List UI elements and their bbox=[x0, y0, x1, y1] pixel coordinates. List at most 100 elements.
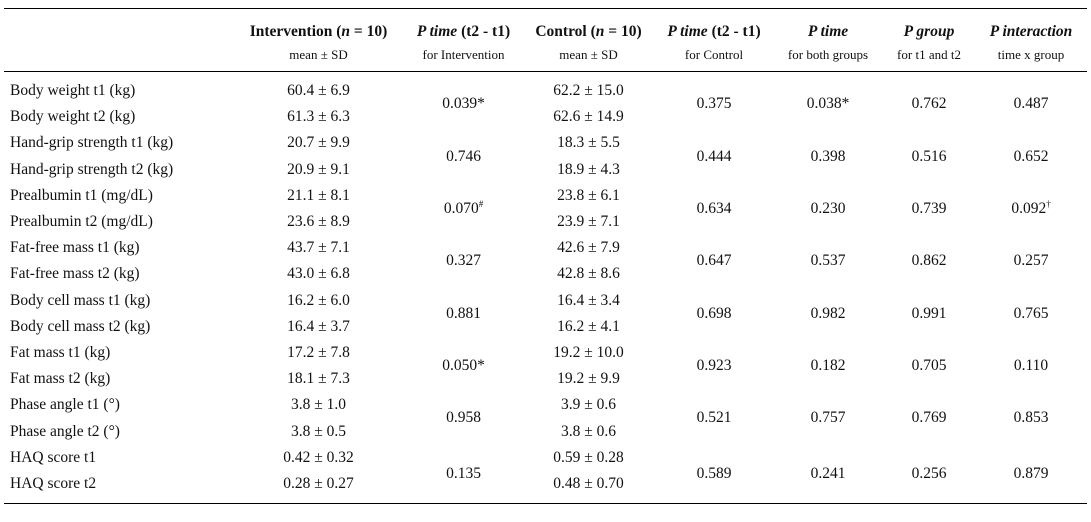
p-value: 0.375 bbox=[696, 95, 732, 113]
p-value: 0.230 bbox=[810, 199, 846, 217]
table-row: HAQ score t1 0.42 ± 0.32 0.135 0.59 ± 0.28 0… bbox=[4, 445, 1087, 482]
p-value: 0.444 bbox=[696, 147, 732, 165]
control-value: 19.2 ± 9.9 bbox=[557, 370, 620, 388]
column-header: P time (t2 - t1) for Control bbox=[655, 8, 773, 72]
title-part: = 10) bbox=[350, 23, 388, 40]
table-row: Hand-grip strength t1 (kg) 20.7 ± 9.9 0.74… bbox=[4, 130, 1087, 164]
table-body: Body weight t1 (kg) 60.4 ± 6.9 0.039* 62.2 … bbox=[4, 72, 1087, 504]
intervention-value: 43.0 ± 6.8 bbox=[287, 265, 350, 283]
column-title: Intervention (n = 10) bbox=[232, 23, 405, 41]
p-value: 0.769 bbox=[911, 409, 947, 427]
control-value: 0.59 ± 0.28 bbox=[553, 448, 624, 466]
column-title: P time (t2 - t1) bbox=[655, 23, 773, 41]
table-row: Phase angle t1 (°) 3.8 ± 1.0 0.958 3.9 ± 0.… bbox=[4, 392, 1087, 426]
title-part: P interaction bbox=[989, 23, 1073, 40]
control-value: 19.2 ± 10.0 bbox=[553, 343, 624, 361]
p-value: 0.135 bbox=[446, 464, 481, 482]
p-value: 0.241 bbox=[810, 464, 846, 482]
control-value: 62.2 ± 15.0 bbox=[553, 82, 624, 100]
title-part: Control ( bbox=[535, 23, 596, 40]
p-value: 0.257 bbox=[1013, 252, 1049, 270]
row-label: Body weight t2 (kg) bbox=[10, 108, 136, 126]
title-part: P time bbox=[667, 23, 708, 40]
p-value: 0.705 bbox=[911, 357, 947, 375]
p-value: 0.537 bbox=[810, 252, 846, 270]
intervention-value: 43.7 ± 7.1 bbox=[287, 239, 350, 257]
column-subtitle: for both groups bbox=[787, 47, 869, 62]
row-label: Fat mass t1 (kg) bbox=[10, 343, 111, 361]
table-row: Body weight t2 (kg) 61.3 ± 6.3 62.6 ± 14.9 bbox=[4, 104, 1087, 130]
p-value: 0.739 bbox=[911, 199, 947, 217]
table-row: Body cell mass t2 (kg) 16.4 ± 3.7 16.2 ± 4… bbox=[4, 314, 1087, 340]
row-label: Prealbumin t2 (mg/dL) bbox=[10, 213, 153, 231]
control-value: 16.2 ± 4.1 bbox=[557, 317, 620, 335]
row-label: Phase angle t1 (°) bbox=[10, 396, 120, 414]
p-value: 0.647 bbox=[696, 252, 732, 270]
title-part: P group bbox=[903, 23, 955, 40]
column-title: Control (n = 10) bbox=[522, 23, 655, 41]
control-value: 62.6 ± 14.9 bbox=[553, 108, 624, 126]
control-value: 42.6 ± 7.9 bbox=[557, 239, 620, 257]
column-subtitle: time x group bbox=[997, 47, 1065, 62]
p-value: 0.398 bbox=[810, 147, 846, 165]
intervention-value: 0.28 ± 0.27 bbox=[283, 474, 354, 492]
p-value: 0.698 bbox=[696, 304, 732, 322]
p-value: 0.746 bbox=[446, 147, 481, 165]
column-header: P time (t2 - t1) for Intervention bbox=[405, 8, 522, 72]
p-value-text: 0.070 bbox=[443, 200, 479, 218]
title-part: P time bbox=[416, 23, 458, 40]
column-header: Control (n = 10) mean ± SD bbox=[522, 8, 655, 72]
column-header: Intervention (n = 10) mean ± SD bbox=[232, 8, 405, 72]
row-label: Prealbumin t1 (mg/dL) bbox=[10, 186, 153, 204]
control-value: 23.9 ± 7.1 bbox=[557, 213, 620, 231]
p-value: 0.050* bbox=[442, 357, 485, 375]
control-value: 16.4 ± 3.4 bbox=[557, 291, 620, 309]
intervention-value: 61.3 ± 6.3 bbox=[287, 108, 350, 126]
intervention-value: 16.2 ± 6.0 bbox=[287, 291, 350, 309]
intervention-value: 21.1 ± 8.1 bbox=[287, 186, 350, 204]
intervention-value: 17.2 ± 7.8 bbox=[287, 343, 350, 361]
table-row: Fat-free mass t1 (kg) 43.7 ± 7.1 0.327 42.6… bbox=[4, 235, 1087, 269]
intervention-value: 16.4 ± 3.7 bbox=[287, 317, 350, 335]
column-subtitle: mean ± SD bbox=[559, 47, 618, 62]
title-part: n bbox=[595, 23, 605, 40]
header-cell bbox=[4, 8, 232, 72]
p-value: 0.958 bbox=[446, 409, 481, 427]
p-value: 0.092† bbox=[975, 183, 1087, 235]
intervention-value: 3.8 ± 1.0 bbox=[290, 396, 346, 414]
p-value: 0.765 bbox=[1013, 304, 1049, 322]
title-part: (t2 - t1) bbox=[707, 23, 761, 40]
p-value: 0.110 bbox=[1013, 357, 1049, 375]
table-row: Fat mass t2 (kg) 18.1 ± 7.3 19.2 ± 9.9 bbox=[4, 366, 1087, 392]
title-part: (t2 - t1) bbox=[457, 23, 511, 40]
p-value: 0.991 bbox=[911, 304, 947, 322]
table-row: Prealbumin t2 (mg/dL) 23.6 ± 8.9 23.9 ± 7.… bbox=[4, 209, 1087, 235]
column-title: P interaction bbox=[975, 23, 1087, 41]
table-head: Intervention (n = 10) mean ± SD P time (t2… bbox=[4, 8, 1087, 72]
p-value: 0.881 bbox=[446, 304, 481, 322]
intervention-value: 20.9 ± 9.1 bbox=[287, 160, 350, 178]
column-subtitle: for Intervention bbox=[422, 47, 505, 62]
p-value: 0.853 bbox=[1013, 409, 1049, 427]
p-value: 0.039* bbox=[442, 95, 485, 113]
title-part: Intervention ( bbox=[249, 23, 342, 40]
control-value: 42.8 ± 8.6 bbox=[557, 265, 620, 283]
table-row: Body weight t1 (kg) 60.4 ± 6.9 0.039* 62.2 … bbox=[4, 72, 1087, 112]
intervention-value: 20.7 ± 9.9 bbox=[287, 134, 350, 152]
control-value: 23.8 ± 6.1 bbox=[557, 186, 620, 204]
p-value: 0.070# bbox=[405, 183, 522, 235]
p-value: 0.182 bbox=[810, 357, 846, 375]
row-label: Fat-free mass t1 (kg) bbox=[10, 239, 140, 257]
control-value: 0.48 ± 0.70 bbox=[553, 474, 624, 492]
column-subtitle: for t1 and t2 bbox=[897, 47, 961, 62]
column-title: P group bbox=[883, 23, 975, 41]
control-value: 3.9 ± 0.6 bbox=[560, 396, 616, 414]
row-label: HAQ score t2 bbox=[10, 474, 97, 492]
table-row: Phase angle t2 (°) 3.8 ± 0.5 3.8 ± 0.6 bbox=[4, 418, 1087, 444]
p-value: 0.757 bbox=[810, 409, 846, 427]
row-label: Phase angle t2 (°) bbox=[10, 422, 120, 440]
p-value: 0.589 bbox=[696, 464, 732, 482]
row-label: Fat mass t2 (kg) bbox=[10, 370, 111, 388]
table-row: Body cell mass t1 (kg) 16.2 ± 6.0 0.881 16.… bbox=[4, 288, 1087, 322]
column-header: P interaction time x group bbox=[975, 8, 1087, 72]
